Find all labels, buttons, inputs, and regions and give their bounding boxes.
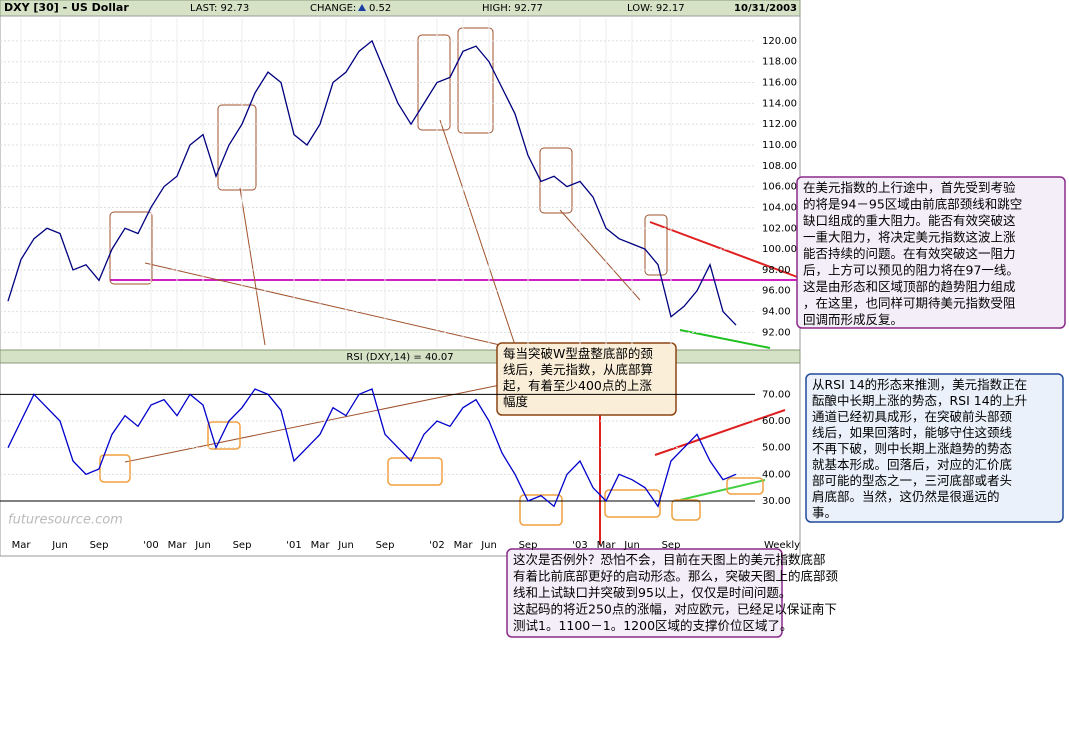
- x-tick-label: Sep: [376, 540, 395, 551]
- annotation-text: 能否持续的问题。在有效突破这一阻力: [803, 246, 1016, 261]
- x-tick-label: Mar: [168, 540, 188, 551]
- y-tick-label: 98.00: [762, 265, 791, 276]
- annotation-text: 每当突破W型盘整底部的颈: [503, 346, 653, 361]
- annotation-text: 起，有着至少400点的上涨: [503, 378, 652, 393]
- x-tick-label: Sep: [233, 540, 252, 551]
- annotation-text: 这是由形态和区域顶部的趋势阻力组成: [803, 279, 1016, 294]
- title: DXY [30] - US Dollar: [4, 1, 129, 14]
- x-tick-label: Jun: [51, 540, 68, 551]
- rsi-title: RSI (DXY,14) = 40.07: [346, 352, 453, 363]
- y-tick-label: 116.00: [762, 78, 797, 89]
- annotation-text: 就基本形成。回落后，对应的汇价底: [812, 457, 1012, 472]
- y-tick-label: 106.00: [762, 182, 797, 193]
- price-line: [7, 388, 737, 508]
- annotation-text: 线和上试缺口并突破到95以上，仅仅是时间问题。: [513, 585, 791, 600]
- x-tick-label: Jun: [194, 540, 211, 551]
- x-tick-label: Sep: [662, 540, 681, 551]
- x-tick-label: '03: [572, 540, 587, 551]
- y-tick-label: 100.00: [762, 244, 797, 255]
- low: LOW: 92.17: [627, 3, 685, 14]
- y-tick-label: 94.00: [762, 307, 791, 318]
- annotation-text: 线后，美元指数，从底部算: [503, 362, 653, 377]
- x-tick-label: Sep: [90, 540, 109, 551]
- trend-line: [649, 221, 801, 279]
- y-tick-label: 96.00: [762, 286, 791, 297]
- annotation-text: 这起码的将近250点的涨幅，对应欧元，已经足以保证南下: [513, 602, 837, 617]
- y-tick-label: 118.00: [762, 57, 797, 68]
- pattern-boxes: [109, 27, 668, 463]
- high: HIGH: 92.77: [482, 3, 543, 14]
- x-tick-label: Mar: [597, 540, 617, 551]
- y-tick-label: 114.00: [762, 98, 797, 109]
- annotation-text: 回调而形成反复。: [803, 312, 903, 327]
- periodicity: Weekly: [764, 540, 800, 551]
- up-arrow: [358, 4, 366, 11]
- annotation-box: [796, 176, 1066, 329]
- x-tick-label: Jun: [337, 540, 354, 551]
- y-tick-label: 40.00: [762, 469, 791, 480]
- y-tick-label: 112.00: [762, 119, 797, 130]
- last: LAST: 92.73: [190, 3, 249, 14]
- change-label: CHANGE:: [310, 3, 356, 14]
- annotation-text: 有着比前底部更好的启动形态。那么，突破天图上的底部颈: [513, 569, 839, 584]
- annotation-text: 事。: [812, 505, 837, 520]
- y-tick-label: 108.00: [762, 161, 797, 172]
- y-tick-label: 120.00: [762, 36, 797, 47]
- annotation-text: 一重大阻力，将决定美元指数这波上涨: [803, 230, 1016, 245]
- y-tick-label: 60.00: [762, 416, 791, 427]
- x-tick-label: Mar: [12, 540, 32, 551]
- annotation-text: 肩底部。当然，这仍然是很遥远的: [812, 489, 1000, 504]
- x-tick-label: '02: [429, 540, 444, 551]
- annotation-text: 通道已经初具成形，在突破前头部颈: [812, 409, 1013, 424]
- y-tick-label: 50.00: [762, 443, 791, 454]
- annotation-box: [496, 342, 677, 416]
- change: 0.52: [369, 3, 391, 14]
- price-line: [7, 39, 737, 326]
- x-tick-label: Jun: [480, 540, 497, 551]
- watermark: futuresource.com: [8, 513, 123, 528]
- annotation-text: 从RSI 14的形态来推测，美元指数正在: [812, 377, 1027, 392]
- annotation-box: [506, 548, 783, 638]
- annotation-text: 测试1。1100－1。1200区域的支撑价位区域了。: [513, 618, 793, 633]
- x-tick-label: '00: [143, 540, 158, 551]
- y-tick-label: 30.00: [762, 496, 791, 507]
- date: 10/31/2003: [734, 3, 797, 14]
- annotation-text: 幅度: [503, 394, 529, 409]
- x-tick-label: Mar: [311, 540, 331, 551]
- annotation-text: 这次是否例外？恐怕不会，目前在天图上的美元指数底部: [513, 552, 826, 567]
- annotation-text: 在美元指数的上行途中，首先受到考验: [803, 180, 1016, 195]
- y-tick-label: 70.00: [762, 389, 791, 400]
- x-tick-label: Jun: [623, 540, 640, 551]
- support-line: [679, 329, 771, 349]
- x-tick-label: Mar: [454, 540, 474, 551]
- y-tick-label: 110.00: [762, 140, 797, 151]
- annotation-text: 的将是94－95区域由前底部颈线和跳空: [803, 197, 1022, 212]
- annotation-text: 缺口组成的重大阻力。能否有效突破这: [803, 213, 1016, 228]
- annotation-text: 部可能的型态之一，三河底部或者头: [812, 473, 1012, 488]
- annotation-box: [805, 373, 1064, 523]
- annotation-text: 线后，如果回落时，能够守住这颈线: [812, 425, 1013, 440]
- chart-frame: [0, 15, 801, 557]
- x-tick-label: '01: [286, 540, 301, 551]
- annotation-text: 酝酿中长期上涨的势态，RSI 14的上升: [812, 393, 1027, 408]
- x-tick-label: Sep: [519, 540, 538, 551]
- annotation-text: ，在这里，也同样可期待美元指数受阻: [803, 296, 1016, 311]
- annotation-text: 不再下破，则中长期上涨趋势的势态: [812, 441, 1012, 456]
- rsi-support: [679, 479, 766, 501]
- y-tick-label: 102.00: [762, 223, 797, 234]
- annotation-text: 后，上方可以预见的阻力将在97一线。: [803, 263, 1019, 278]
- y-tick-label: 92.00: [762, 327, 791, 338]
- rsi-boxes: [99, 421, 764, 526]
- y-tick-label: 104.00: [762, 202, 797, 213]
